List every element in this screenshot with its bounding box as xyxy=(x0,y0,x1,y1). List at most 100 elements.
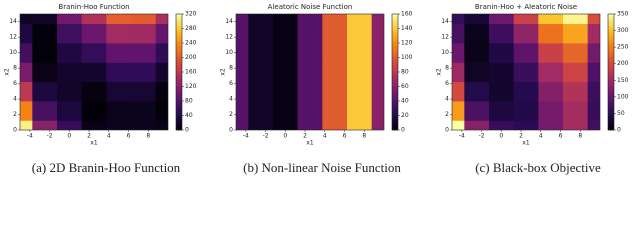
colorbar-segment xyxy=(176,44,182,48)
y-tick-label: 12 xyxy=(225,34,233,41)
colorbar-segment xyxy=(608,122,614,125)
colorbar-segment xyxy=(176,120,182,123)
colorbar-segment xyxy=(608,89,614,92)
cell xyxy=(538,43,564,63)
cell xyxy=(513,101,539,121)
colorbar-segment xyxy=(392,19,398,23)
cell xyxy=(20,101,33,121)
colorbar-segment xyxy=(608,43,614,46)
cell xyxy=(347,101,373,121)
colorbar-segment xyxy=(176,27,182,30)
colorbar-segment xyxy=(608,60,614,63)
cell xyxy=(131,81,157,102)
cell xyxy=(322,43,348,63)
colorbar-segment xyxy=(392,118,398,121)
colorbar-tick-label: 350 xyxy=(617,11,629,18)
cell xyxy=(452,14,465,25)
heatmap xyxy=(236,14,384,130)
colorbar-segment xyxy=(608,54,614,57)
colorbar-segment xyxy=(176,116,182,119)
colorbar-tick-label: 20 xyxy=(401,112,409,119)
colorbar-segment xyxy=(608,126,614,129)
colorbar-tick-label: 60 xyxy=(401,83,409,90)
y-tick-label: 14 xyxy=(225,18,233,25)
colorbar-segment xyxy=(608,79,614,82)
caption: (c) Black-box Objective xyxy=(475,160,601,175)
colorbar-segment xyxy=(392,101,398,104)
colorbar-segment xyxy=(176,31,182,34)
colorbar-segment xyxy=(608,68,614,71)
colorbar-segment xyxy=(608,62,614,65)
colorbar-segment xyxy=(392,33,398,36)
cell xyxy=(297,81,323,102)
colorbar-segment xyxy=(392,17,398,21)
cell xyxy=(248,23,274,44)
colorbar-segment xyxy=(392,66,398,69)
colorbar-segment xyxy=(608,48,614,52)
cell xyxy=(489,62,515,83)
colorbar-segment xyxy=(176,102,182,106)
colorbar-segment xyxy=(176,104,182,108)
cell xyxy=(106,62,132,83)
colorbar-segment xyxy=(392,64,398,67)
colorbar-frame xyxy=(607,13,615,131)
cell xyxy=(513,62,539,83)
cell xyxy=(106,23,132,44)
colorbar-segment xyxy=(176,91,182,94)
cell xyxy=(513,23,539,44)
colorbar-segment xyxy=(392,106,398,110)
cell xyxy=(236,23,249,44)
colorbar-segment xyxy=(176,29,182,32)
cell xyxy=(538,101,564,121)
colorbar-segment xyxy=(176,58,182,61)
cell xyxy=(131,101,157,121)
y-tick-label: 8 xyxy=(229,65,233,72)
y-tick-label: 4 xyxy=(229,96,233,103)
cell xyxy=(131,120,157,130)
colorbar-segment xyxy=(176,72,182,75)
cell xyxy=(464,81,490,102)
cell xyxy=(106,120,132,130)
colorbar-segment xyxy=(176,81,182,84)
y-axis-label: x2 xyxy=(436,68,443,76)
colorbar-segment xyxy=(392,46,398,50)
colorbar-segment xyxy=(608,66,614,69)
colorbar-segment xyxy=(608,29,614,32)
cell xyxy=(32,120,58,130)
colorbar-segment xyxy=(608,112,614,115)
cell xyxy=(155,101,168,121)
colorbar-segment xyxy=(608,31,614,34)
cell xyxy=(273,23,299,44)
colorbar-segment xyxy=(392,99,398,102)
colorbar-segment xyxy=(608,106,614,110)
colorbar-segment xyxy=(392,54,398,57)
colorbar-segment xyxy=(392,60,398,63)
cell xyxy=(57,62,83,83)
colorbar-segment xyxy=(392,14,398,17)
cell xyxy=(236,14,249,25)
cell xyxy=(236,62,249,83)
colorbar-segment xyxy=(392,29,398,32)
colorbar-segment xyxy=(392,97,398,100)
cell xyxy=(20,43,33,63)
y-tick-label: 12 xyxy=(9,34,17,41)
colorbar-segment xyxy=(608,52,614,55)
colorbar-segment xyxy=(392,15,398,19)
cell xyxy=(347,120,373,130)
x-tick-label: 4 xyxy=(107,133,111,140)
colorbar-segment xyxy=(176,75,182,79)
colorbar-tick-label: 100 xyxy=(401,54,413,61)
colorbar-segment xyxy=(608,116,614,119)
cell xyxy=(81,101,107,121)
colorbar-segment xyxy=(176,64,182,67)
colorbar-segment xyxy=(392,62,398,65)
colorbar-tick-label: 80 xyxy=(185,98,193,105)
colorbar-segment xyxy=(608,46,614,50)
cell xyxy=(57,43,83,63)
colorbar-segment xyxy=(176,68,182,71)
colorbar-segment xyxy=(392,44,398,48)
colorbar-segment xyxy=(392,95,398,98)
colorbar-segment xyxy=(392,81,398,84)
cell xyxy=(155,23,168,44)
cell xyxy=(322,120,348,130)
